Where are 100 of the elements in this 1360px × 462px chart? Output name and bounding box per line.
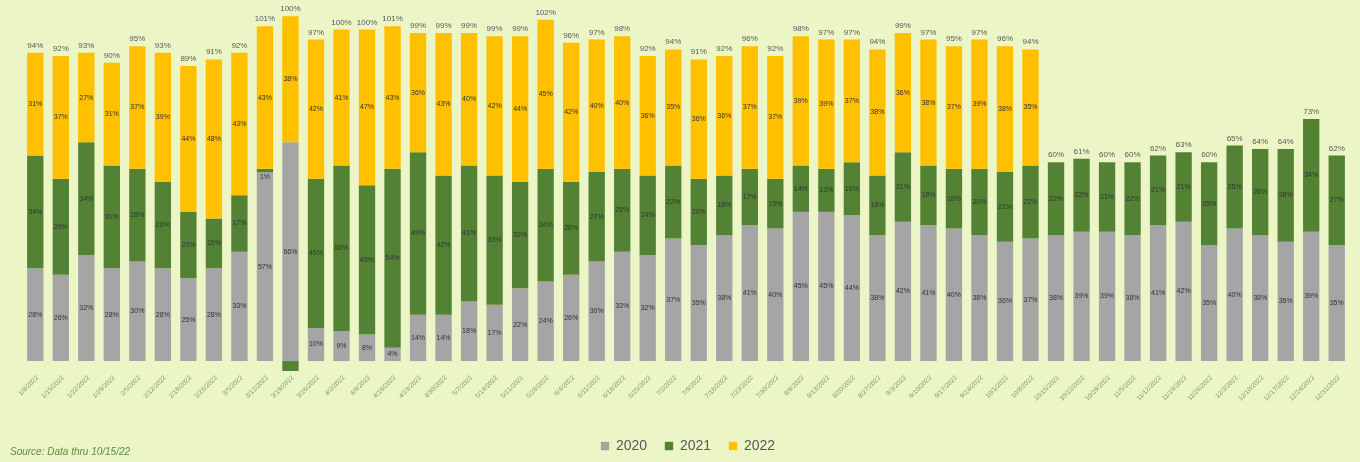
total-label: 93% <box>78 40 95 50</box>
bar <box>460 32 478 166</box>
bar <box>435 32 452 176</box>
bar <box>1149 225 1167 362</box>
bar <box>1073 158 1090 232</box>
bar <box>920 39 937 166</box>
bar <box>665 238 682 362</box>
total-label: 99% <box>512 24 529 34</box>
total-label: 94% <box>665 37 682 47</box>
total-label: 97% <box>920 27 937 37</box>
bar <box>741 168 758 226</box>
bar <box>690 245 707 362</box>
bar <box>78 254 95 362</box>
bar <box>1226 145 1243 229</box>
bar <box>1252 148 1269 236</box>
bar <box>741 46 758 169</box>
bar <box>1098 231 1116 362</box>
bar <box>1277 241 1294 362</box>
bar <box>588 172 605 262</box>
bar <box>231 251 248 362</box>
bar <box>741 225 758 362</box>
total-label: 60% <box>1048 150 1065 160</box>
bar <box>1252 235 1269 362</box>
bar <box>1124 162 1141 236</box>
total-label: 99% <box>486 24 503 34</box>
total-label: 91% <box>205 47 222 57</box>
bar <box>52 178 69 275</box>
bar <box>511 288 529 362</box>
total-label: 97% <box>971 27 988 37</box>
bar <box>78 52 95 143</box>
total-label: 94% <box>1022 37 1039 47</box>
total-label: 64% <box>1277 136 1294 146</box>
bar <box>409 32 427 153</box>
bar <box>665 165 682 239</box>
bar <box>563 42 580 183</box>
bar <box>614 251 631 362</box>
bar <box>894 32 912 153</box>
bar <box>1047 162 1065 236</box>
bar <box>205 268 223 362</box>
total-label: 96% <box>996 34 1013 44</box>
bar <box>869 175 886 236</box>
bar <box>511 36 529 183</box>
bar <box>1303 119 1320 232</box>
bar <box>639 56 656 176</box>
bar <box>154 52 172 183</box>
bar <box>971 168 988 236</box>
total-label: 94% <box>869 37 886 47</box>
bar <box>971 235 988 362</box>
bar <box>1200 162 1218 246</box>
bar <box>1098 162 1116 232</box>
legend-label: 2021 <box>680 437 712 453</box>
total-label: 64% <box>1252 136 1269 146</box>
bar <box>996 241 1014 362</box>
total-label: 63% <box>1175 140 1192 150</box>
total-label: 98% <box>792 24 809 34</box>
bar <box>1175 152 1192 222</box>
bar <box>843 39 861 163</box>
bar <box>358 185 376 335</box>
total-label: 92% <box>639 44 656 54</box>
bar <box>384 168 401 348</box>
total-label: 99% <box>461 20 478 30</box>
bar <box>78 142 95 255</box>
bar <box>205 59 223 219</box>
bar <box>256 26 274 169</box>
total-label: 62% <box>1150 143 1167 153</box>
bar <box>231 52 248 196</box>
bar <box>537 19 554 169</box>
total-label: 98% <box>614 24 631 34</box>
bar <box>256 172 274 362</box>
bar <box>52 274 69 362</box>
total-label: 89% <box>180 54 197 64</box>
bar <box>690 178 707 246</box>
bar <box>767 56 784 179</box>
bar <box>129 168 146 262</box>
total-label: 90% <box>103 50 120 60</box>
total-label: 60% <box>1124 150 1141 160</box>
total-label: 94% <box>27 40 44 50</box>
bar <box>639 175 656 255</box>
bar <box>180 66 197 212</box>
bar <box>971 39 988 169</box>
legend-label: 2022 <box>744 437 776 453</box>
total-label: 62% <box>1328 143 1345 153</box>
bar <box>460 301 478 362</box>
bar <box>1200 245 1218 362</box>
total-label: 97% <box>843 27 860 37</box>
bar <box>333 29 350 166</box>
bar <box>103 268 120 362</box>
bar <box>563 274 580 362</box>
bar <box>614 168 631 252</box>
bar <box>537 168 554 282</box>
total-label: 73% <box>1303 107 1320 117</box>
bar <box>1073 231 1090 362</box>
total-label: 92% <box>52 44 69 54</box>
bar <box>409 314 427 362</box>
bar <box>1149 155 1167 226</box>
bar <box>843 215 861 362</box>
bar <box>945 168 963 229</box>
bar <box>435 314 452 362</box>
bar <box>1226 228 1243 362</box>
bar <box>818 168 835 212</box>
